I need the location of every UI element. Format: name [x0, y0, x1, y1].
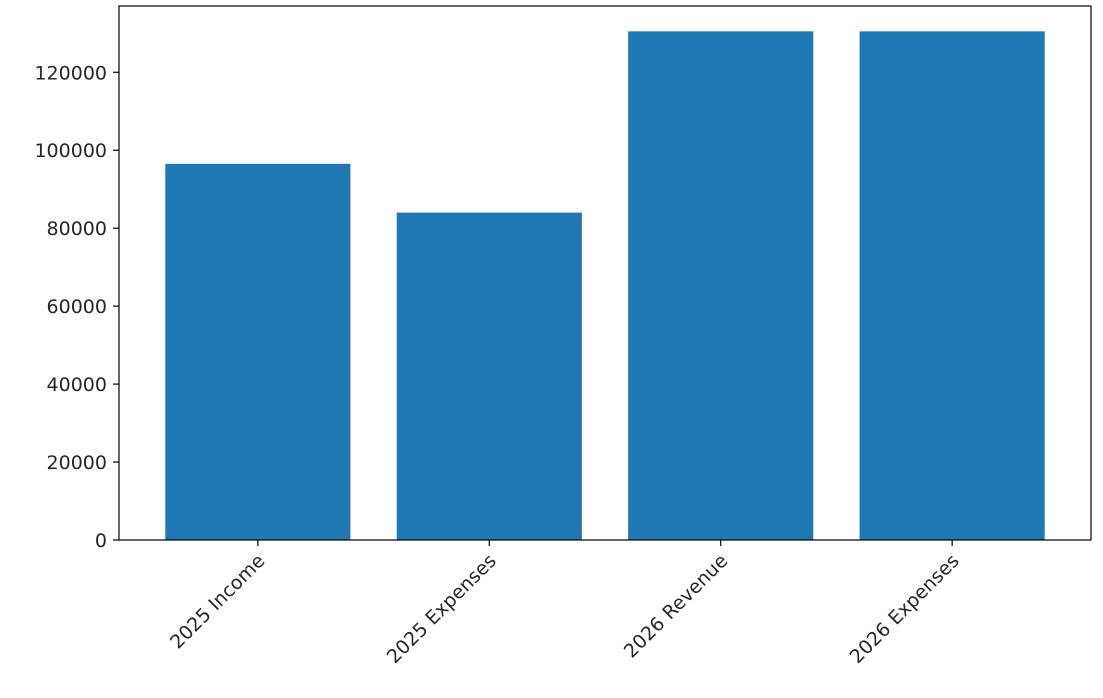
x-tick-label: 2025 Expenses: [383, 550, 501, 668]
y-tick-label: 60000: [47, 296, 107, 318]
y-tick-label: 0: [95, 530, 107, 552]
bar-2: [396, 212, 582, 541]
bars-group: [165, 31, 1045, 541]
y-tick-label: 20000: [47, 452, 107, 474]
y-tick-label: 80000: [47, 218, 107, 240]
y-tick-label: 40000: [47, 374, 107, 396]
bar-1: [165, 163, 351, 540]
y-axis: 0 20000 40000 60000 80000 100000 120000: [34, 62, 119, 552]
x-tick-label: 2026 Revenue: [620, 550, 733, 663]
x-tick-label: 2025 Income: [166, 550, 269, 653]
x-tick-label: 2026 Expenses: [846, 550, 964, 668]
y-tick-label: 120000: [34, 62, 107, 84]
x-axis: 2025 Income 2025 Expenses 2026 Revenue 2026…: [166, 540, 964, 668]
bar-4: [859, 31, 1045, 541]
axes-frame: [118, 5, 1092, 541]
y-tick-label: 100000: [34, 140, 107, 162]
bar-3: [628, 31, 814, 541]
